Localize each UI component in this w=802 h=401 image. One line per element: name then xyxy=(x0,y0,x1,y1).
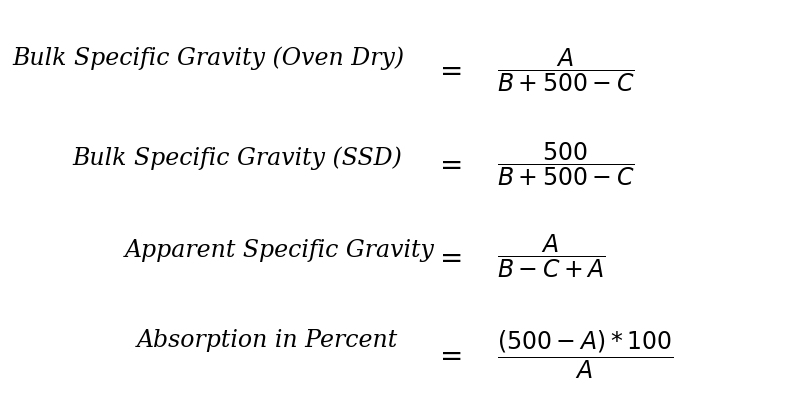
Text: $\dfrac{(500 - A) * 100}{A}$: $\dfrac{(500 - A) * 100}{A}$ xyxy=(497,329,674,381)
Text: $\dfrac{A}{B + 500 - C}$: $\dfrac{A}{B + 500 - C}$ xyxy=(497,47,635,94)
Text: Absorption in Percent: Absorption in Percent xyxy=(136,329,398,352)
Text: Bulk Specific Gravity (SSD): Bulk Specific Gravity (SSD) xyxy=(72,147,402,170)
Text: $\dfrac{A}{B - C + A}$: $\dfrac{A}{B - C + A}$ xyxy=(497,233,606,280)
Text: $\dfrac{500}{B + 500 - C}$: $\dfrac{500}{B + 500 - C}$ xyxy=(497,141,635,188)
Text: $=$: $=$ xyxy=(434,150,461,178)
Text: Apparent Specific Gravity: Apparent Specific Gravity xyxy=(124,239,434,262)
Text: Bulk Specific Gravity (Oven Dry): Bulk Specific Gravity (Oven Dry) xyxy=(12,47,404,70)
Text: $=$: $=$ xyxy=(434,56,461,84)
Text: $=$: $=$ xyxy=(434,341,461,369)
Text: $=$: $=$ xyxy=(434,243,461,271)
